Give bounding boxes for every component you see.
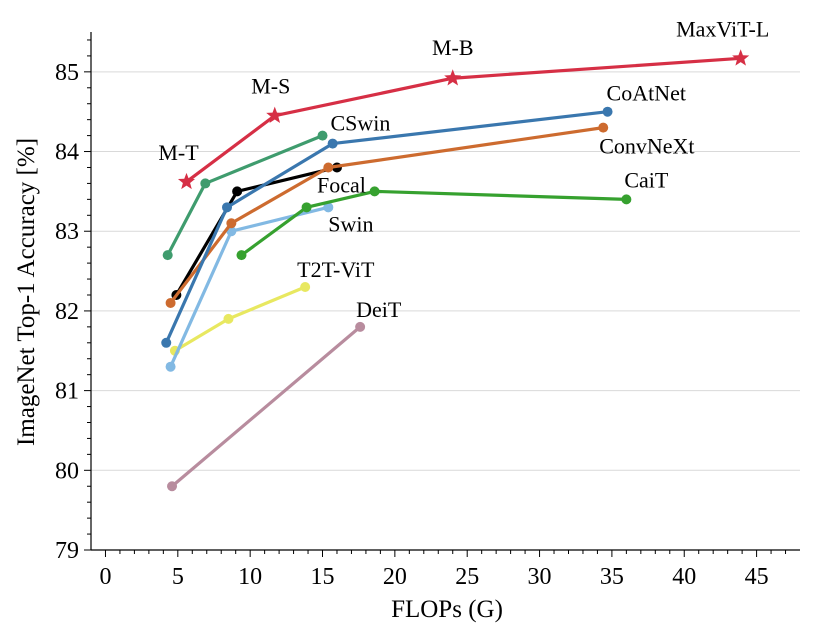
- y-tick-label-83: 83: [55, 219, 79, 245]
- x-tick-label-35: 35: [600, 564, 624, 590]
- data-point-swin-0: [165, 361, 176, 372]
- data-point-coatnet-3: [602, 106, 613, 117]
- data-point-cswin-2: [317, 130, 328, 141]
- series-convnext: [165, 122, 609, 308]
- label-focal: Focal: [317, 172, 366, 197]
- data-point-cait-1: [301, 202, 312, 213]
- y-axis-title: ImageNet Top-1 Accuracy [%]: [13, 138, 40, 446]
- x-tick-label-40: 40: [672, 564, 696, 590]
- data-point-maxvit-l-1: [266, 106, 284, 123]
- label-m-b: M-B: [432, 35, 474, 60]
- y-tick-label-82: 82: [55, 299, 79, 325]
- label-m-s: M-S: [251, 74, 290, 99]
- x-tick-label-5: 5: [172, 564, 184, 590]
- data-point-maxvit-l-2: [444, 69, 462, 86]
- data-point-maxvit-l-3: [732, 49, 750, 66]
- label-deit: DeiT: [356, 297, 402, 322]
- series-line-t2t-vit: [173, 285, 307, 353]
- label-cait: CaiT: [624, 167, 669, 192]
- x-tick-label-10: 10: [238, 564, 262, 590]
- label-m-t: M-T: [158, 140, 199, 165]
- label-t2t-vit: T2T-ViT: [297, 257, 375, 282]
- data-point-t2t-vit-2: [300, 282, 311, 293]
- series-deit: [167, 321, 366, 492]
- y-tick-label-84: 84: [55, 140, 79, 166]
- data-point-cait-3: [621, 194, 632, 205]
- label-maxvit-l: MaxViT-L: [676, 16, 769, 41]
- series-coatnet: [161, 106, 613, 348]
- label-coatnet: CoAtNet: [607, 81, 686, 106]
- series-maxvit-l: [177, 49, 750, 190]
- data-point-convnext-3: [598, 122, 609, 133]
- data-point-cait-2: [369, 186, 380, 197]
- x-tick-label-20: 20: [383, 564, 407, 590]
- series-line-cait: [239, 189, 628, 257]
- y-tick-label-85: 85: [55, 60, 79, 86]
- x-tick-label-45: 45: [745, 564, 769, 590]
- data-point-coatnet-1: [222, 202, 233, 213]
- series-cait: [236, 186, 632, 261]
- y-tick-label-79: 79: [55, 538, 79, 564]
- data-point-coatnet-2: [327, 138, 338, 149]
- label-swin: Swin: [328, 211, 373, 236]
- data-point-t2t-vit-1: [223, 313, 234, 324]
- y-tick-label-80: 80: [55, 458, 79, 484]
- data-point-convnext-0: [165, 297, 176, 308]
- data-point-convnext-2: [323, 162, 334, 173]
- axes-layer: 79 80 81 82 83 84 85 0 5 10 15 20 25 30 35 40 45: [55, 32, 800, 590]
- data-point-maxvit-l-0: [177, 172, 196, 190]
- x-tick-label-0: 0: [99, 564, 111, 590]
- y-tick-label-81: 81: [55, 379, 79, 405]
- data-point-cswin-1: [200, 178, 211, 189]
- label-convnext: ConvNeXt: [599, 134, 694, 159]
- data-point-coatnet-0: [161, 337, 172, 348]
- series-line-convnext: [168, 126, 605, 305]
- data-point-deit-1: [355, 321, 366, 332]
- data-point-convnext-1: [226, 218, 237, 229]
- label-layer: M-T M-S M-B MaxViT-L CoAtNet CSwin ConvNeXt Foc…: [158, 16, 769, 322]
- data-point-focal-1: [232, 186, 243, 197]
- series-cswin: [162, 130, 328, 261]
- series-layer: [161, 49, 750, 492]
- data-point-swin-2: [323, 202, 334, 213]
- x-tick-label-25: 25: [455, 564, 479, 590]
- label-cswin: CSwin: [331, 111, 391, 136]
- x-tick-label-30: 30: [528, 564, 552, 590]
- data-point-deit-0: [167, 481, 178, 492]
- data-point-cait-0: [236, 250, 247, 261]
- data-point-cswin-0: [162, 250, 173, 261]
- series-line-deit: [170, 325, 362, 488]
- x-axis-title: FLOPs (G): [391, 596, 503, 623]
- series-line-maxvit-l: [184, 56, 743, 184]
- x-tick-label-15: 15: [311, 564, 335, 590]
- series-line-coatnet: [164, 110, 610, 345]
